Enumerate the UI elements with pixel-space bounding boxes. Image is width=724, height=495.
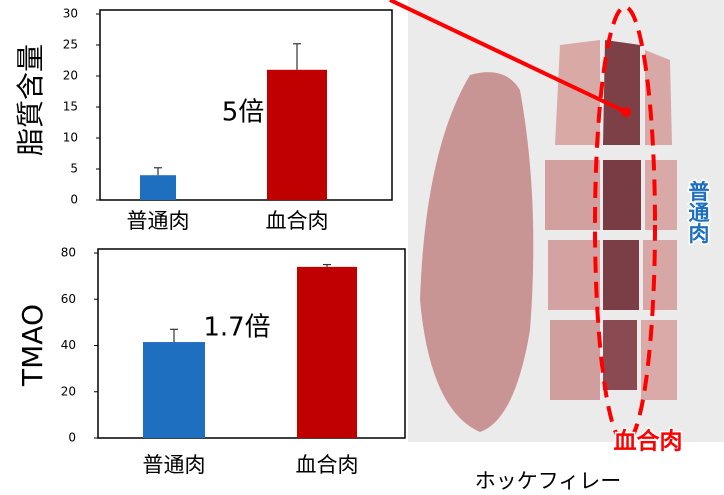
- x-tick-label: 普通肉: [143, 453, 206, 477]
- bar: [143, 342, 205, 438]
- y-tick-label: 20: [63, 69, 78, 83]
- x-tick-label: 血合肉: [296, 453, 359, 477]
- fillet-piece: [555, 40, 600, 145]
- dark-piece: [603, 40, 640, 145]
- pointer-dot: [621, 107, 631, 117]
- fillet: [420, 72, 534, 433]
- fillet-piece: [643, 240, 677, 310]
- dark-piece: [603, 160, 641, 230]
- y-tick-label: 60: [61, 292, 76, 306]
- y-tick-label: 30: [63, 7, 78, 21]
- x-tick-label: 普通肉: [127, 209, 190, 233]
- fillet-piece: [545, 160, 600, 230]
- bar: [267, 69, 327, 200]
- fillet-piece: [548, 240, 600, 310]
- y-tick-label: 40: [61, 338, 76, 352]
- highlight-ellipse: [593, 5, 657, 445]
- dark-piece: [603, 240, 639, 310]
- y-tick-label: 10: [63, 131, 78, 145]
- y-tick-label: 0: [70, 193, 78, 207]
- x-tick-label: 血合肉: [266, 209, 329, 233]
- photo: 普通肉 血合肉: [389, 0, 724, 456]
- annotation: 1.7倍: [203, 313, 270, 343]
- pointer-line: [389, 0, 627, 114]
- bar: [140, 175, 176, 200]
- y-tick-label: 80: [61, 246, 76, 260]
- photo-caption: ホッケフィレー: [475, 469, 622, 493]
- y-axis-label: 脂質含量: [14, 44, 47, 156]
- normal-label: 普通肉: [686, 180, 710, 245]
- plot-frame: [97, 248, 406, 439]
- dark-label: 血合肉: [614, 428, 683, 455]
- annotation: 5倍: [222, 98, 265, 128]
- fillet-piece: [645, 160, 677, 230]
- y-tick-label: 20: [61, 384, 76, 398]
- fillet-piece: [645, 50, 672, 145]
- y-axis-label: TMAO: [16, 304, 49, 387]
- y-tick-label: 15: [63, 100, 78, 114]
- bar: [297, 266, 357, 438]
- y-tick-label: 0: [68, 431, 76, 445]
- y-tick-label: 25: [63, 38, 78, 52]
- fillet-piece: [550, 320, 600, 400]
- dark-piece: [603, 320, 637, 390]
- plot-frame: [99, 9, 393, 201]
- y-tick-label: 5: [70, 162, 78, 176]
